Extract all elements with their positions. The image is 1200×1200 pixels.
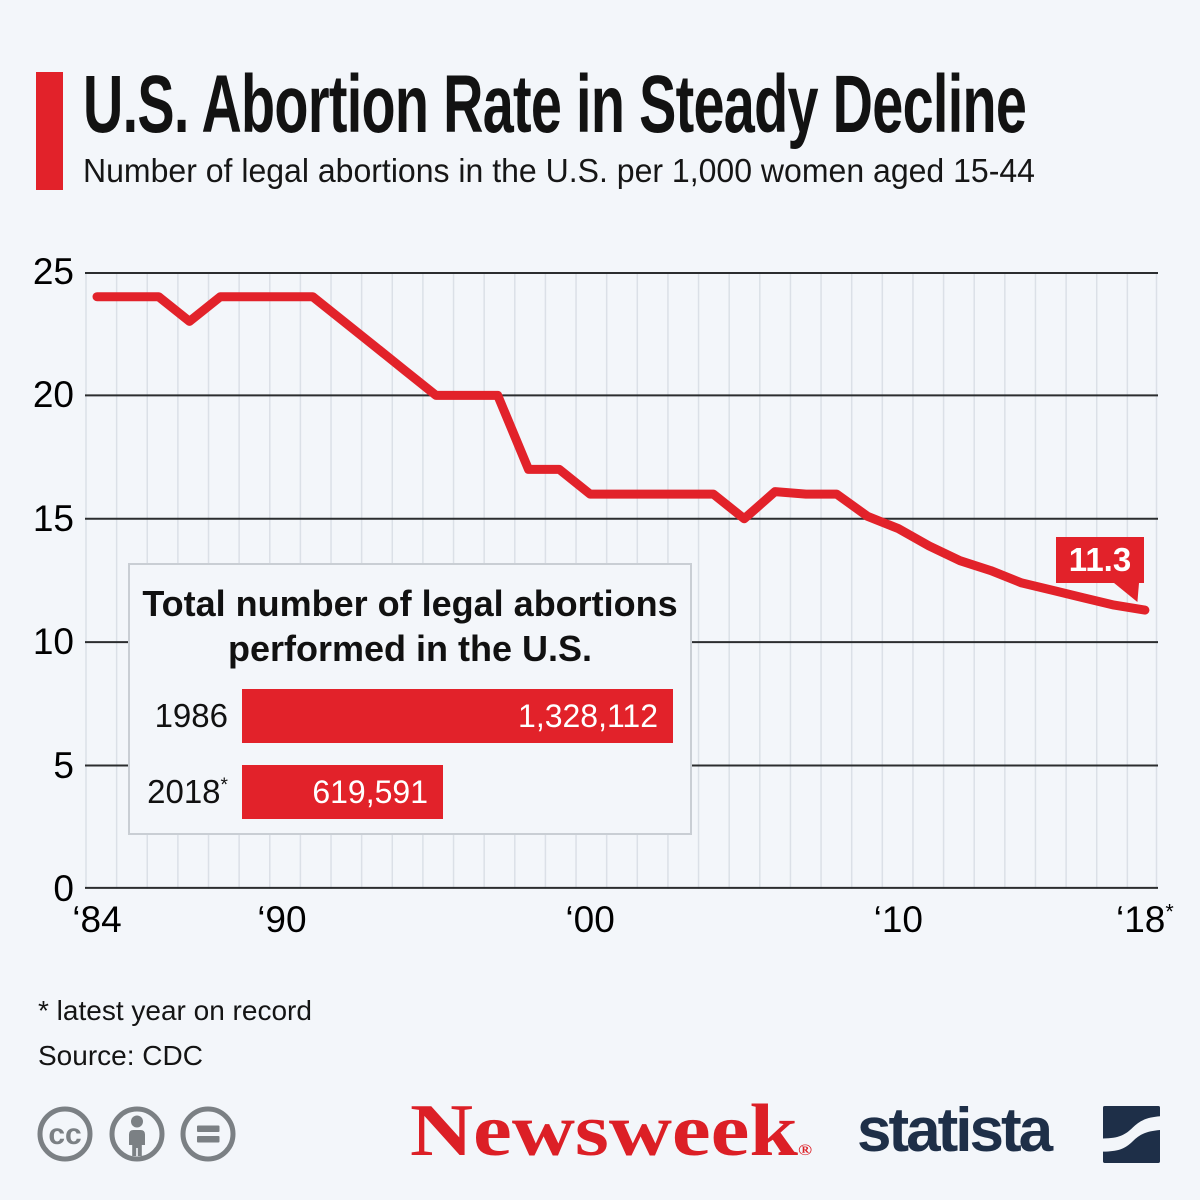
source-note: Source: CDC <box>38 1040 203 1071</box>
latest-value-callout: 11.3 <box>1056 537 1144 602</box>
x-tick-label: ‘10 <box>873 899 923 940</box>
cc-icon: cc <box>37 1106 93 1162</box>
page-title: U.S. Abortion Rate in Steady Decline <box>83 59 1027 150</box>
y-tick-label: 5 <box>53 744 74 786</box>
attribution-person-icon <box>109 1106 165 1162</box>
x-tick-label: ‘84 <box>72 899 122 940</box>
x-tick-label: ‘00 <box>565 899 615 940</box>
inset-bar: 1,328,112 <box>242 689 673 743</box>
statista-logo-text: statista <box>857 1096 1053 1165</box>
y-tick-label: 15 <box>32 497 74 539</box>
inset-bar: 619,591 <box>242 765 443 819</box>
svg-text:cc: cc <box>48 1118 81 1151</box>
title-accent-bar <box>36 72 63 190</box>
newsweek-logo: Newsweek® <box>410 1090 813 1172</box>
x-tick-label: ‘90 <box>257 899 307 940</box>
registered-mark: ® <box>797 1142 813 1159</box>
x-tick-label: ‘18* <box>1116 899 1174 940</box>
inset-bar-row-2018: 2018* 619,591 <box>130 765 690 819</box>
inset-title-line1: Total number of legal abortions <box>142 583 678 624</box>
inset-bar-value: 1,328,112 <box>518 697 658 734</box>
inset-bar-value: 619,591 <box>312 773 428 810</box>
abortion-rate-line <box>92 292 1150 615</box>
y-tick-label: 20 <box>32 374 74 416</box>
footnote-asterisk: * latest year on record <box>38 995 312 1026</box>
y-tick-label: 10 <box>32 621 74 663</box>
y-tick-label: 0 <box>53 867 74 909</box>
y-tick-label: 25 <box>32 251 74 292</box>
page-subtitle: Number of legal abortions in the U.S. pe… <box>83 152 1035 189</box>
creative-commons-license-icons: cc <box>37 1106 236 1162</box>
statista-logo-icon <box>1103 1106 1160 1163</box>
inset-title-line2: performed in the U.S. <box>227 628 593 669</box>
no-derivatives-equals-icon <box>180 1106 236 1162</box>
inset-bar-chart: Total number of legal abortions performe… <box>128 563 692 835</box>
inset-bar-label: 2018* <box>147 773 228 810</box>
inset-bar-label: 1986 <box>154 697 228 734</box>
latest-value-label: 11.3 <box>1068 541 1132 578</box>
inset-bar-row-1986: 1986 1,328,112 <box>130 689 690 743</box>
